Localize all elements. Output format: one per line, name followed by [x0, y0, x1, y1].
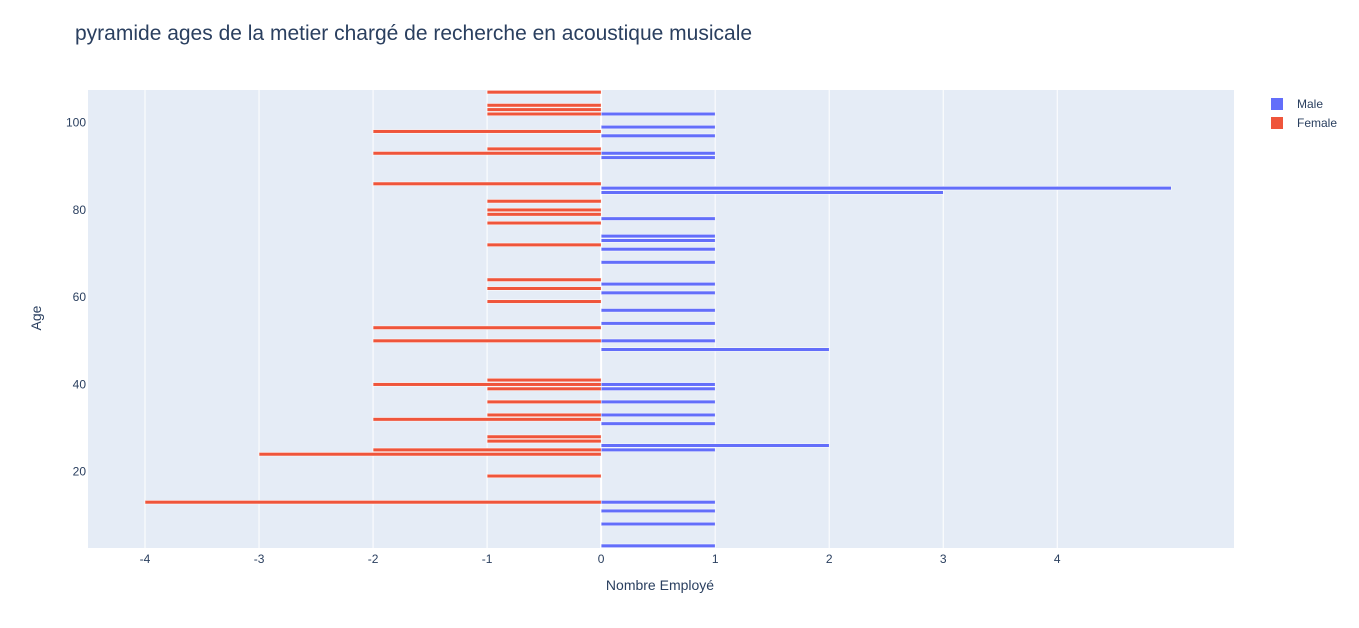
- bar-female[interactable]: [372, 447, 602, 452]
- x-tick-label: 4: [1054, 552, 1061, 566]
- bar-male[interactable]: [600, 133, 716, 138]
- bar-female[interactable]: [258, 452, 602, 457]
- bar-male[interactable]: [600, 290, 716, 295]
- bar-male[interactable]: [600, 216, 716, 221]
- bar-male[interactable]: [600, 382, 716, 387]
- legend-label: Female: [1297, 116, 1337, 130]
- bar-female[interactable]: [486, 434, 602, 439]
- bar-female[interactable]: [486, 107, 602, 112]
- bar-male[interactable]: [600, 443, 830, 448]
- bar-male[interactable]: [600, 338, 716, 343]
- bar-male[interactable]: [600, 111, 716, 117]
- bar-male[interactable]: [600, 412, 716, 418]
- legend-swatch: [1271, 98, 1283, 110]
- legend-swatch: [1271, 117, 1283, 129]
- x-tick-label: 0: [598, 552, 605, 566]
- bar-male[interactable]: [600, 190, 944, 195]
- bar-female[interactable]: [486, 299, 602, 304]
- bar-female[interactable]: [486, 242, 602, 247]
- bar-male[interactable]: [600, 500, 716, 505]
- bar-female[interactable]: [486, 286, 602, 291]
- bar-male[interactable]: [600, 260, 716, 265]
- y-axis-label: Age: [28, 305, 44, 330]
- bar-female[interactable]: [144, 500, 602, 505]
- bar-male[interactable]: [600, 321, 716, 326]
- x-tick-label: 2: [826, 552, 833, 566]
- bar-male[interactable]: [600, 399, 716, 404]
- bar-male[interactable]: [600, 521, 716, 527]
- y-axis-ticks: 20 40 60 80 100: [66, 116, 86, 479]
- x-tick-label: -3: [254, 552, 265, 566]
- bar-male[interactable]: [600, 238, 716, 243]
- bar-female[interactable]: [372, 417, 602, 422]
- bar-male[interactable]: [600, 234, 716, 239]
- bar-male[interactable]: [600, 282, 716, 287]
- bar-female[interactable]: [486, 212, 602, 217]
- legend-label: Male: [1297, 97, 1323, 111]
- bar-female[interactable]: [486, 386, 602, 391]
- legend-item-male[interactable]: Male: [1271, 97, 1323, 111]
- bar-male[interactable]: [600, 347, 830, 352]
- x-axis-ticks: -4 -3 -2 -1 0 1 2 3 4: [140, 552, 1061, 566]
- y-tick-label: 100: [66, 116, 86, 130]
- bar-female[interactable]: [486, 399, 602, 404]
- bar-female[interactable]: [486, 412, 602, 418]
- bar-female[interactable]: [486, 473, 602, 479]
- bar-female[interactable]: [372, 129, 602, 134]
- bar-male[interactable]: [600, 421, 716, 426]
- x-tick-label: -1: [482, 552, 493, 566]
- bar-male[interactable]: [600, 186, 1172, 191]
- y-tick-label: 60: [73, 290, 87, 304]
- bar-female[interactable]: [372, 325, 602, 330]
- legend-item-female[interactable]: Female: [1271, 116, 1337, 130]
- bars: [144, 90, 1172, 548]
- x-tick-label: 3: [940, 552, 947, 566]
- bar-female[interactable]: [486, 90, 602, 95]
- bar-female[interactable]: [486, 378, 602, 383]
- bar-female[interactable]: [486, 146, 602, 151]
- bar-female[interactable]: [486, 220, 602, 226]
- bar-female[interactable]: [372, 151, 602, 156]
- bar-female[interactable]: [486, 103, 602, 108]
- plot-background: [88, 90, 1234, 548]
- chart-title: pyramide ages de la metier chargé de rec…: [75, 22, 752, 45]
- bar-female[interactable]: [372, 382, 602, 387]
- y-tick-label: 20: [73, 465, 87, 479]
- bar-male[interactable]: [600, 125, 716, 130]
- bar-male[interactable]: [600, 155, 716, 160]
- grid-lines: [144, 90, 1058, 548]
- y-tick-label: 40: [73, 377, 87, 391]
- legend: Male Female: [1271, 97, 1337, 130]
- bar-female[interactable]: [372, 181, 602, 186]
- x-tick-label: 1: [712, 552, 719, 566]
- bar-male[interactable]: [600, 151, 716, 156]
- bar-male[interactable]: [600, 447, 716, 452]
- bar-female[interactable]: [486, 439, 602, 444]
- bar-male[interactable]: [600, 247, 716, 252]
- bar-female[interactable]: [486, 199, 602, 204]
- bar-female[interactable]: [486, 277, 602, 282]
- bar-male[interactable]: [600, 543, 716, 548]
- bar-male[interactable]: [600, 508, 716, 513]
- x-axis-label: Nombre Employé: [606, 577, 714, 593]
- bar-male[interactable]: [600, 386, 716, 391]
- bar-male[interactable]: [600, 308, 716, 313]
- x-tick-label: -2: [368, 552, 379, 566]
- bar-female[interactable]: [372, 338, 602, 343]
- y-tick-label: 80: [73, 203, 87, 217]
- bar-female[interactable]: [486, 207, 602, 212]
- x-tick-label: -4: [140, 552, 151, 566]
- bar-female[interactable]: [486, 111, 602, 117]
